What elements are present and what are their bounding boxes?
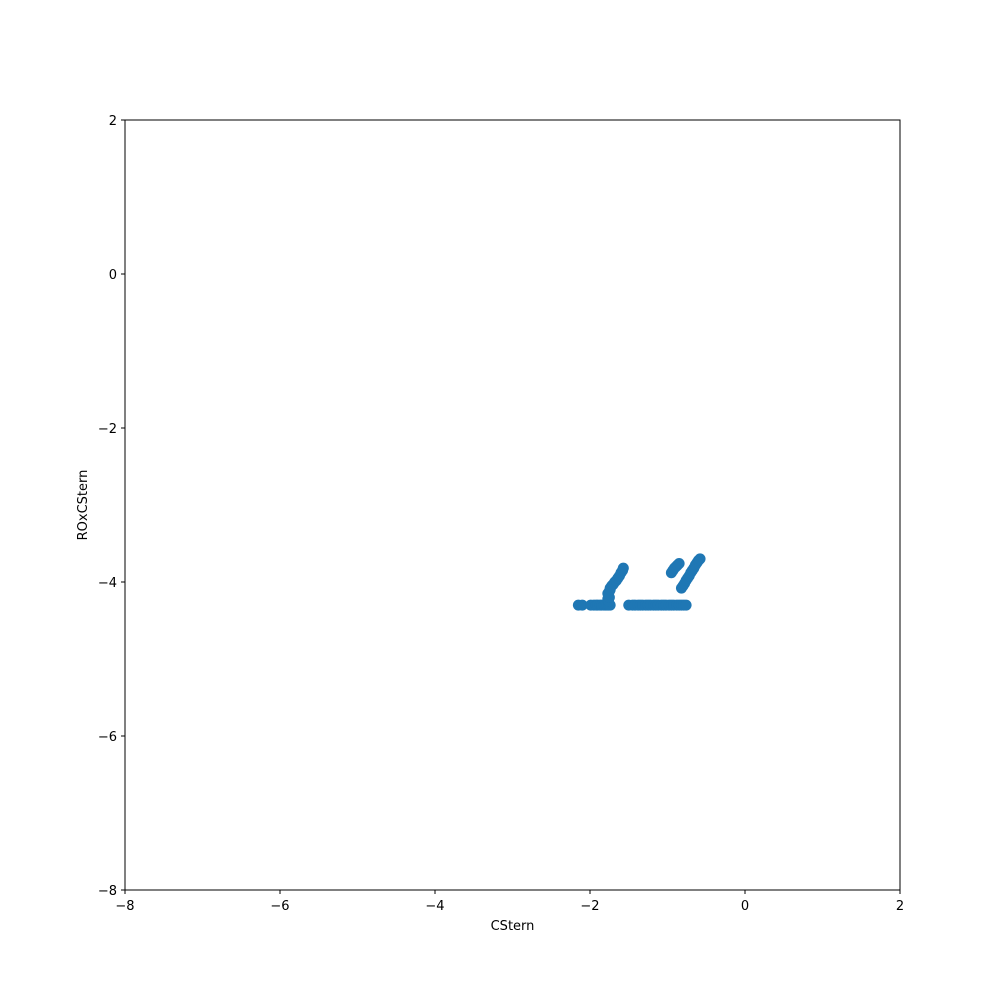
y-tick-label: 2 bbox=[109, 114, 117, 129]
x-tick-label: −4 bbox=[425, 899, 444, 914]
scatter-point bbox=[680, 599, 692, 611]
scatter-point bbox=[617, 562, 629, 574]
plot-frame bbox=[124, 119, 901, 891]
scatter-point bbox=[694, 553, 706, 565]
x-tick-label: 0 bbox=[741, 899, 749, 914]
x-tick-label: −2 bbox=[580, 899, 599, 914]
y-axis-label: ROxCStern bbox=[76, 470, 91, 541]
scatter-point bbox=[576, 599, 588, 611]
scatter-point bbox=[673, 558, 685, 570]
y-axis-ticks: −8 −6 −4 −2 0 2 bbox=[98, 114, 125, 899]
y-tick-label: −6 bbox=[98, 730, 117, 745]
y-tick-label: −2 bbox=[98, 422, 117, 437]
scatter-point bbox=[604, 584, 616, 596]
x-axis-label: CStern bbox=[491, 919, 535, 934]
x-tick-label: −8 bbox=[115, 899, 134, 914]
y-tick-label: −8 bbox=[98, 884, 117, 899]
scatter-points bbox=[572, 553, 706, 611]
y-tick-label: 0 bbox=[109, 268, 117, 283]
x-tick-label: 2 bbox=[896, 899, 904, 914]
x-tick-label: −6 bbox=[270, 899, 289, 914]
x-axis-ticks: −8 −6 −4 −2 0 2 bbox=[115, 890, 904, 914]
y-tick-label: −4 bbox=[98, 576, 117, 591]
